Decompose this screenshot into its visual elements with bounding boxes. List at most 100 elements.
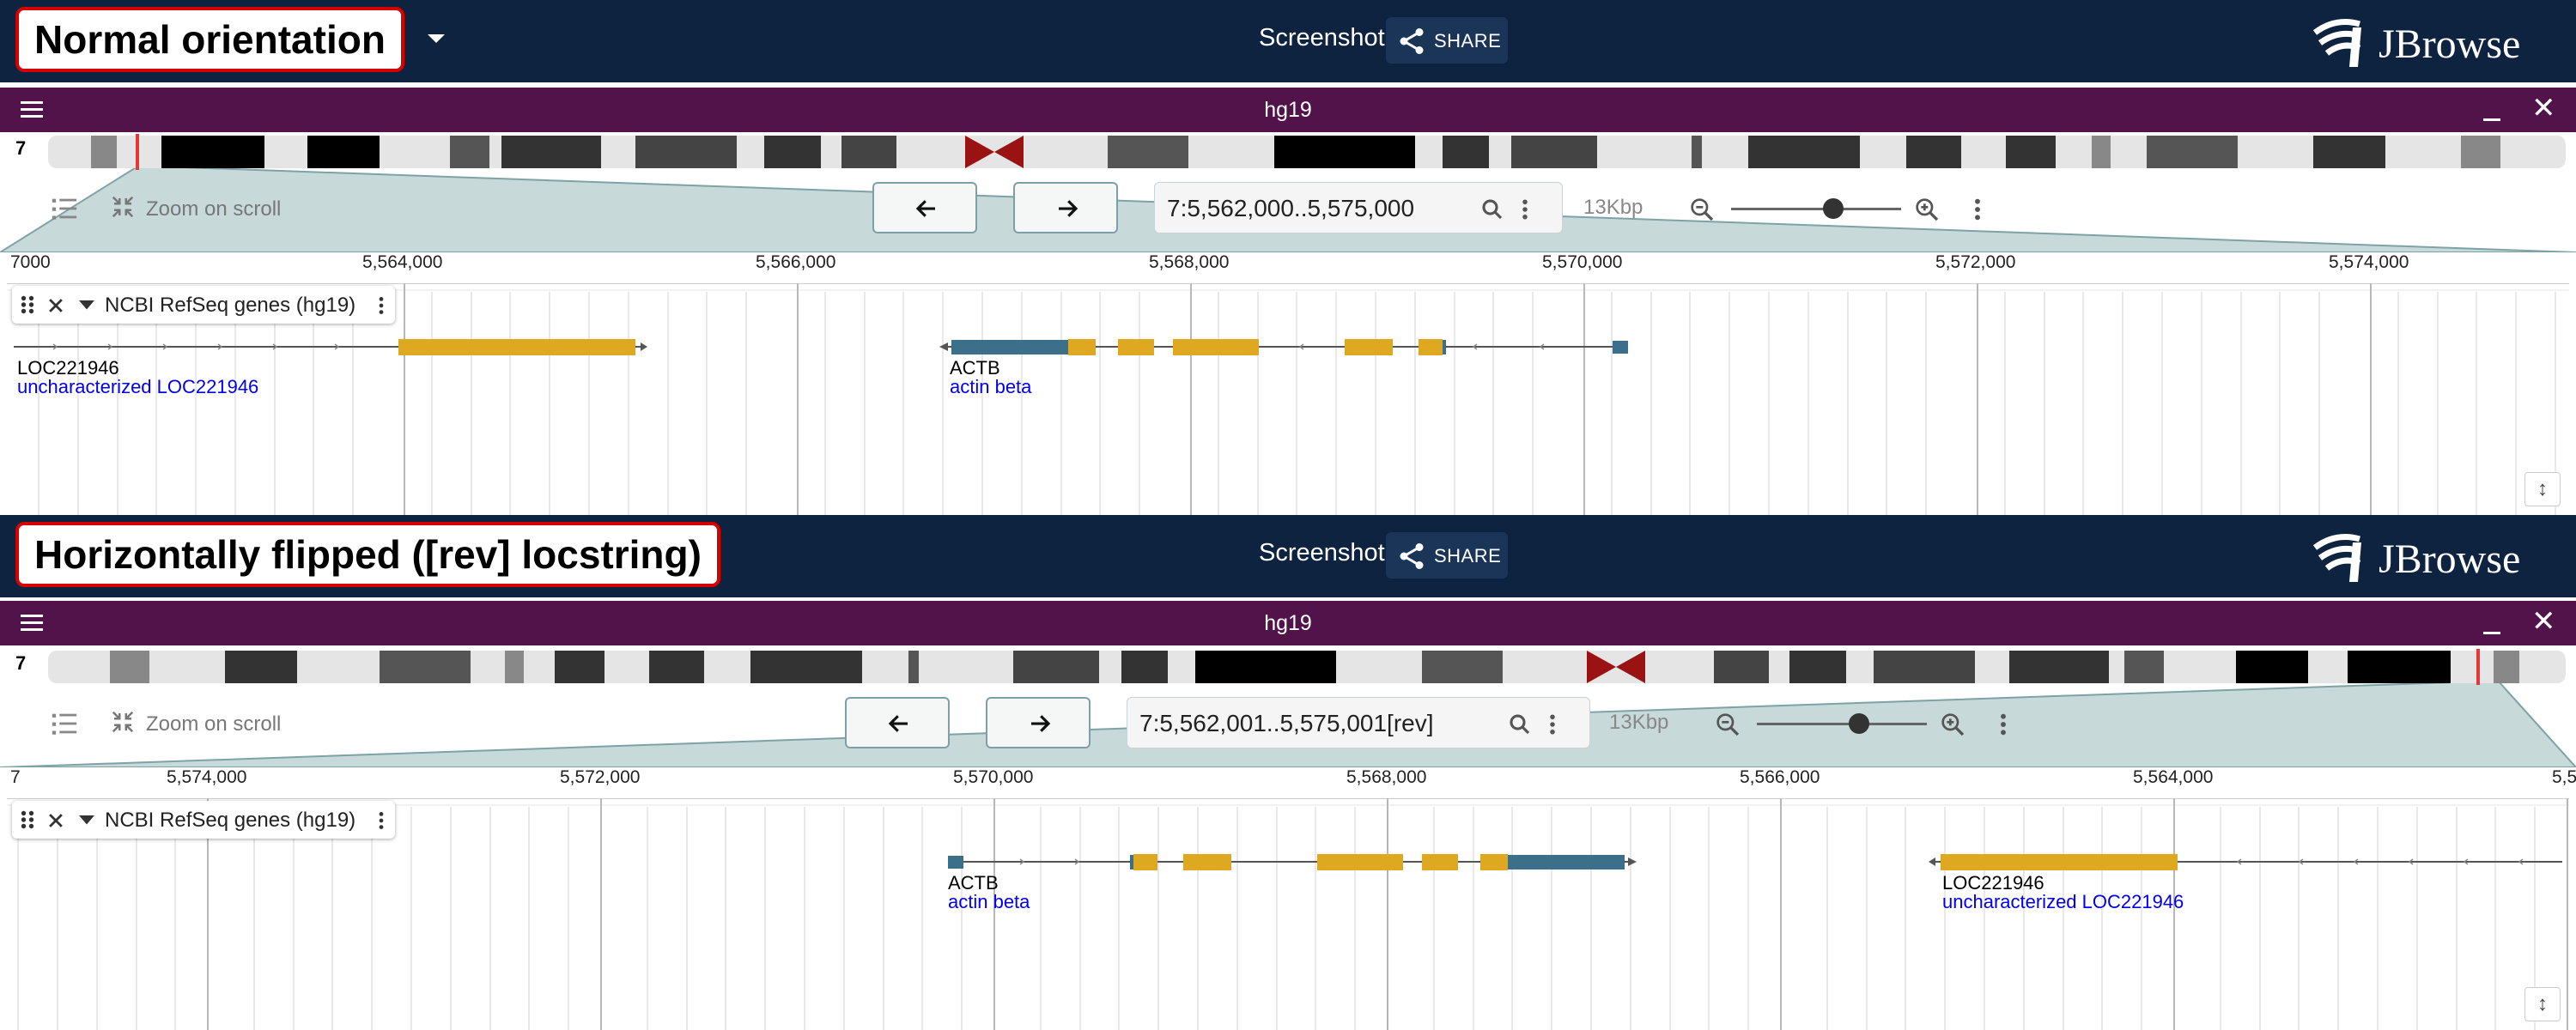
feature-name[interactable]: LOC221946 [1942, 872, 2044, 894]
view-header: hg19 ✕ [0, 88, 2576, 132]
track-list-icon[interactable] [50, 709, 79, 738]
ruler-tick-label: 5,570,000 [1542, 252, 1623, 272]
forward-button[interactable] [1013, 182, 1118, 233]
kebab-menu-icon[interactable] [376, 809, 386, 832]
ruler-tick-label: 5,574,000 [2329, 252, 2409, 272]
ruler-tick-label: 5,568,000 [1149, 252, 1230, 272]
view-header: hg19 ✕ [0, 601, 2576, 645]
share-icon [1400, 543, 1424, 569]
minimize-icon[interactable] [2483, 632, 2500, 634]
back-button[interactable] [872, 182, 977, 233]
jbrowse-logo-icon [2312, 534, 2361, 582]
view-menu-icon[interactable] [1997, 711, 2009, 738]
zoom-on-scroll-icon[interactable] [110, 194, 136, 220]
view-menu-icon[interactable] [1971, 196, 1984, 223]
search-icon[interactable] [1507, 712, 1533, 737]
close-icon[interactable]: ✕ [2531, 92, 2556, 124]
share-icon [1400, 28, 1424, 54]
location-input[interactable]: 7:5,562,000..5,575,000 [1167, 195, 1415, 221]
ruler-start-label: 7 [10, 767, 21, 787]
kebab-menu-icon[interactable] [1519, 197, 1531, 222]
location-input[interactable]: 7:5,562,001..5,575,001[rev] [1139, 710, 1434, 736]
current-view-marker [2476, 649, 2480, 685]
brand-name: JBrowse [2379, 21, 2521, 67]
track-name: NCBI RefSeq genes (hg19) [105, 809, 356, 832]
assembly-name: hg19 [1264, 611, 1312, 635]
minimize-icon[interactable] [2483, 118, 2500, 121]
jbrowse-logo-icon [2312, 19, 2361, 67]
chromosome-label: 7 [15, 652, 27, 674]
resize-icon[interactable]: ↕ [2524, 987, 2561, 1021]
panel-title[interactable]: Horizontally flipped ([rev] locstring) [15, 522, 720, 587]
ruler-tick-label: 5,566,000 [756, 252, 836, 272]
resize-icon[interactable]: ↕ [2524, 472, 2561, 506]
close-track-icon[interactable] [46, 296, 65, 315]
brand-name: JBrowse [2379, 536, 2521, 582]
zoom-out-icon[interactable] [1688, 196, 1716, 223]
feature-description[interactable]: actin beta [948, 891, 1030, 912]
chevron-down-icon[interactable] [79, 300, 94, 311]
kebab-menu-icon[interactable] [376, 294, 386, 317]
ruler-tick-label: 5,572,000 [560, 767, 641, 787]
share-label: SHARE [1434, 30, 1502, 52]
search-icon[interactable] [1479, 197, 1505, 222]
track-name: NCBI RefSeq genes (hg19) [105, 294, 356, 317]
chromosome-label: 7 [15, 137, 27, 159]
chevron-down-icon[interactable] [79, 815, 94, 826]
browser-panel-normal: Normal orientation Screenshot SHARE JBro… [0, 0, 2576, 515]
app-bar: Normal orientation Screenshot SHARE JBro… [0, 0, 2576, 82]
forward-arrow-icon [1059, 200, 1078, 217]
track-label: NCBI RefSeq genes (hg19) [12, 286, 395, 324]
screenshot-button[interactable]: Screenshot [1259, 24, 1385, 52]
zoom-on-scroll-label[interactable]: Zoom on scroll [146, 197, 282, 221]
feature-name[interactable]: ACTB [948, 872, 999, 894]
gene-LOC221946[interactable] [14, 339, 647, 355]
drag-handle-icon[interactable] [19, 294, 36, 315]
track-label: NCBI RefSeq genes (hg19) [12, 801, 395, 839]
back-arrow-icon [915, 200, 935, 217]
back-arrow-icon [888, 715, 908, 732]
zoom-slider-track[interactable] [1757, 723, 1927, 725]
feature-name[interactable]: ACTB [950, 357, 1000, 379]
feature-description[interactable]: uncharacterized LOC221946 [17, 376, 259, 397]
gene-ACTB[interactable] [939, 339, 1628, 355]
hamburger-icon[interactable] [19, 98, 46, 122]
zoom-slider-track[interactable] [1731, 208, 1901, 210]
forward-arrow-icon [1031, 715, 1051, 732]
close-track-icon[interactable] [46, 811, 65, 830]
panel-title[interactable]: Normal orientation [15, 7, 404, 72]
feature-description[interactable]: uncharacterized LOC221946 [1942, 891, 2184, 912]
jbrowse-logo: JBrowse [2310, 12, 2542, 72]
zoom-in-icon[interactable] [1939, 711, 1966, 738]
ruler-tick-label: 5,570,000 [953, 767, 1034, 787]
drag-handle-icon[interactable] [19, 809, 36, 830]
ruler-tick-label: 5,572,000 [1935, 252, 2016, 272]
share-button[interactable]: SHARE [1386, 532, 1508, 579]
chevron-down-icon[interactable] [428, 34, 445, 43]
gene-features [14, 339, 1628, 355]
location-search-box[interactable]: 7:5,562,001..5,575,001[rev] [1127, 697, 1590, 748]
back-button[interactable] [845, 697, 950, 748]
zoom-slider-thumb[interactable] [1848, 713, 1869, 734]
app-bar: Horizontally flipped ([rev] locstring) S… [0, 515, 2576, 597]
feature-description[interactable]: actin beta [950, 376, 1032, 397]
gene-ACTB[interactable] [948, 854, 1637, 870]
screenshot-button[interactable]: Screenshot [1259, 539, 1385, 566]
forward-button[interactable] [986, 697, 1091, 748]
gene-LOC221946[interactable] [1929, 854, 2562, 870]
ruler-tick-label: 5,564,000 [362, 252, 443, 272]
zoom-in-icon[interactable] [1913, 196, 1941, 223]
track-list-icon[interactable] [50, 194, 79, 223]
zoom-on-scroll-label[interactable]: Zoom on scroll [146, 712, 282, 736]
hamburger-icon[interactable] [19, 611, 46, 635]
kebab-menu-icon[interactable] [1546, 712, 1558, 737]
zoom-slider-thumb[interactable] [1822, 198, 1844, 219]
ruler-start-label: 7000 [10, 252, 51, 272]
zoom-on-scroll-icon[interactable] [110, 709, 136, 735]
current-view-marker [136, 134, 139, 170]
location-search-box[interactable]: 7:5,562,000..5,575,000 [1154, 182, 1563, 233]
share-button[interactable]: SHARE [1386, 17, 1508, 64]
feature-name[interactable]: LOC221946 [17, 357, 119, 379]
zoom-out-icon[interactable] [1714, 711, 1741, 738]
close-icon[interactable]: ✕ [2531, 605, 2556, 638]
